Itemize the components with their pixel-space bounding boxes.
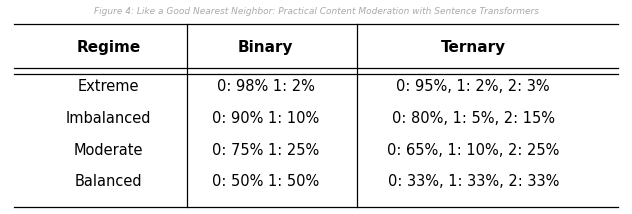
Text: 0: 98% 1: 2%: 0: 98% 1: 2% xyxy=(217,79,315,94)
Text: 0: 65%, 1: 10%, 2: 25%: 0: 65%, 1: 10%, 2: 25% xyxy=(387,143,559,158)
Text: Regime: Regime xyxy=(76,40,140,55)
Text: Moderate: Moderate xyxy=(73,143,143,158)
Text: 0: 95%, 1: 2%, 2: 3%: 0: 95%, 1: 2%, 2: 3% xyxy=(396,79,550,94)
Text: 0: 33%, 1: 33%, 2: 33%: 0: 33%, 1: 33%, 2: 33% xyxy=(387,174,559,189)
Text: 0: 90% 1: 10%: 0: 90% 1: 10% xyxy=(212,111,319,126)
Text: 0: 80%, 1: 5%, 2: 15%: 0: 80%, 1: 5%, 2: 15% xyxy=(392,111,555,126)
Text: 0: 75% 1: 25%: 0: 75% 1: 25% xyxy=(212,143,319,158)
Text: 0: 50% 1: 50%: 0: 50% 1: 50% xyxy=(212,174,319,189)
Text: Ternary: Ternary xyxy=(441,40,506,55)
Text: Imbalanced: Imbalanced xyxy=(66,111,151,126)
Text: Extreme: Extreme xyxy=(78,79,139,94)
Text: Figure 4: Like a Good Nearest Neighbor: Practical Content Moderation with Senten: Figure 4: Like a Good Nearest Neighbor: … xyxy=(94,7,538,16)
Text: Balanced: Balanced xyxy=(75,174,142,189)
Text: Binary: Binary xyxy=(238,40,293,55)
